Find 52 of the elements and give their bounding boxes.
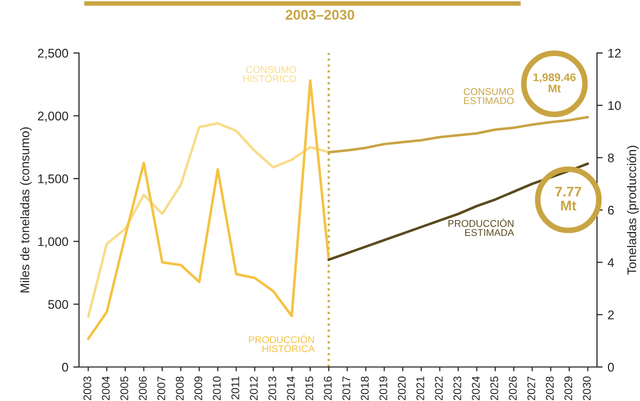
x-tick-label: 2024 (472, 376, 480, 400)
y2-tick-label: 12 (608, 48, 621, 58)
x-tick-label: 2014 (286, 376, 295, 400)
y2-tick-label: 10 (608, 101, 621, 110)
x-tick-label: 2023 (453, 376, 462, 400)
x-tick-label: 2007 (157, 376, 166, 400)
x-tick-label: 2026 (508, 376, 517, 400)
x-tick-label: 2015 (305, 376, 314, 400)
line-series (328, 162, 589, 261)
text: CONSUMO ESTIMADO (464, 88, 514, 104)
data-label: 7.77 Mt (555, 186, 582, 210)
y-tick-label: 2,000 (38, 112, 68, 122)
y2-axis-title: Toneladas (producción) (626, 146, 639, 275)
x-tick-label: 2030 (582, 376, 591, 400)
y2-tick-label: 2 (608, 310, 614, 320)
text: PRODUCCIÓN HISTÓRICA (249, 334, 315, 352)
x-tick-label: 2020 (398, 376, 406, 400)
y2-tick-label: 0 (608, 362, 614, 372)
chart-title: 2003–2030 (286, 10, 354, 20)
x-tick-label: 2019 (379, 376, 388, 400)
x-tick-label: 2029 (564, 376, 572, 400)
x-tick-label: 2025 (490, 376, 498, 400)
x-tick-label: 2018 (360, 376, 369, 400)
y-tick-label: 1,500 (38, 174, 68, 185)
x-tick-label: 2005 (120, 376, 128, 400)
y2-tick-label: 8 (608, 153, 614, 162)
x-tick-label: 2021 (416, 376, 424, 400)
y-tick-label: 0 (62, 362, 68, 372)
x-tick-label: 2017 (342, 376, 350, 400)
x-tick-label: 2016 (324, 376, 332, 400)
line-series (87, 122, 330, 318)
y-axis-title: Miles de toneladas (consumo) (20, 127, 32, 292)
text: CONSUMO HISTÓRICO (243, 66, 296, 82)
x-tick-label: 2022 (434, 376, 443, 400)
y-tick-label: 500 (48, 300, 68, 309)
y-tick-label: 1,000 (38, 237, 68, 248)
data-label: 1,989.46 Mt (533, 73, 576, 92)
x-tick-label: 2010 (212, 376, 221, 400)
x-tick-label: 2004 (102, 376, 110, 400)
y2-tick-label: 4 (608, 258, 614, 267)
series-label: PRODUCCIÓN ESTIMADA (448, 218, 514, 236)
x-tick-label: 2013 (268, 376, 276, 400)
x-tick-label: 2028 (546, 376, 554, 400)
x-tick-label: 2012 (250, 376, 258, 400)
x-tick-label: 2008 (176, 376, 184, 400)
x-tick-label: 2011 (231, 376, 240, 400)
y2-tick-label: 6 (608, 206, 614, 215)
y-tick-label: 2,500 (38, 48, 68, 60)
x-tick-label: 2003 (83, 376, 92, 400)
x-tick-label: 2006 (138, 376, 147, 400)
x-tick-label: 2027 (527, 376, 536, 400)
x-tick-label: 2009 (194, 376, 202, 400)
